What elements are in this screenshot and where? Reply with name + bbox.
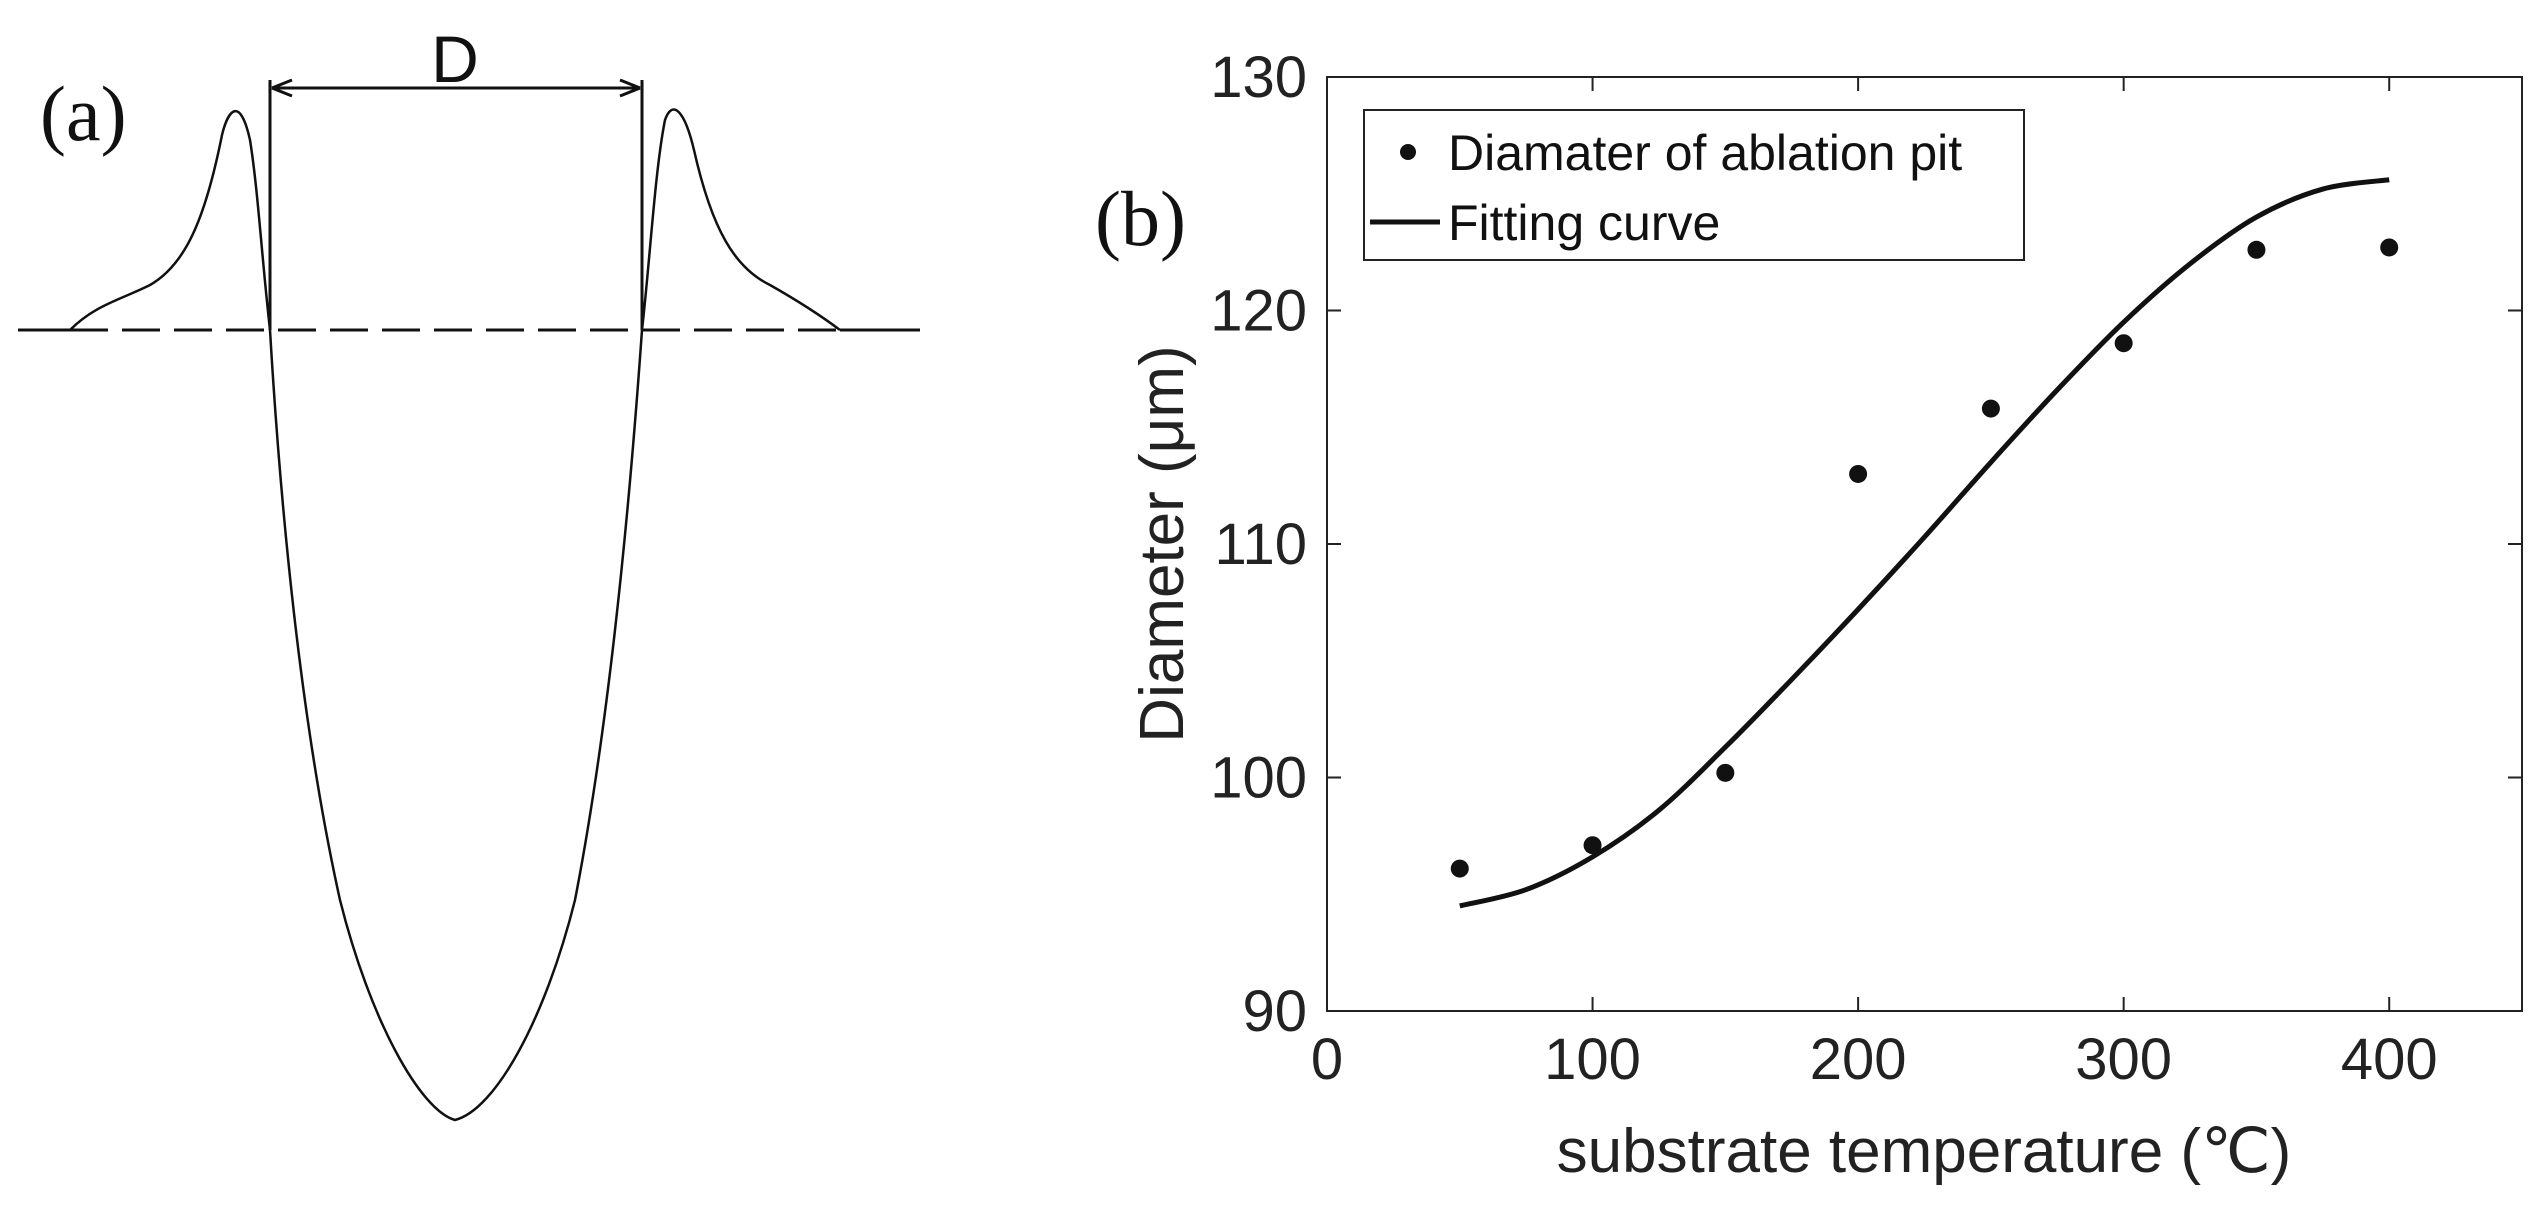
panel-a-label: (a)	[40, 70, 127, 157]
panel-b-label: (b)	[1095, 175, 1186, 262]
fitting-curve-series	[1459, 177, 2390, 909]
dimension-right-arrowhead	[619, 78, 641, 98]
y-tick-label: 130	[1210, 45, 1307, 110]
data-point	[2114, 334, 2133, 353]
data-points-series	[1450, 238, 2399, 878]
panel-a: (a) D	[18, 22, 920, 1122]
legend-box	[1363, 109, 2025, 261]
x-axis: 0 100 200 300 400	[1311, 77, 2438, 1092]
x-tick-label: 200	[1810, 1027, 1907, 1092]
data-point	[2247, 240, 2266, 259]
panel-b: (b) 0 100 200 300 400 90 100 110 120 130 substra…	[1095, 45, 2523, 1186]
y-tick-label: 120	[1210, 279, 1307, 344]
y-axis: 90 100 110 120 130	[1210, 45, 2522, 1044]
data-point	[1450, 859, 1469, 878]
y-axis-label: Diameter (μm)	[1128, 345, 1197, 742]
legend-label-points: Diamater of ablation pit	[1448, 125, 1962, 181]
data-point	[2380, 238, 2399, 257]
x-tick-label: 300	[2075, 1027, 2172, 1092]
legend: Diamater of ablation pit Fitting curve	[1363, 109, 2025, 261]
x-axis-label: substrate temperature (℃)	[1557, 1117, 2292, 1186]
dimension-left-arrowhead	[271, 78, 293, 98]
dimension-marker	[268, 78, 644, 330]
y-tick-label: 110	[1215, 512, 1307, 577]
data-point	[1583, 836, 1602, 855]
legend-marker-points	[1400, 144, 1416, 160]
x-tick-label: 400	[2341, 1027, 2438, 1092]
x-tick-label: 100	[1544, 1027, 1641, 1092]
y-tick-label: 100	[1210, 746, 1307, 811]
y-tick-label: 90	[1242, 979, 1307, 1044]
data-point	[1981, 399, 2000, 418]
fitting-curve-line	[1459, 177, 2390, 909]
dimension-label: D	[431, 22, 479, 96]
data-point	[1716, 763, 1735, 782]
legend-label-line: Fitting curve	[1448, 195, 1720, 251]
pit-profile-curve	[69, 108, 841, 1122]
x-tick-label: 0	[1311, 1027, 1343, 1092]
data-point	[1849, 464, 1868, 483]
